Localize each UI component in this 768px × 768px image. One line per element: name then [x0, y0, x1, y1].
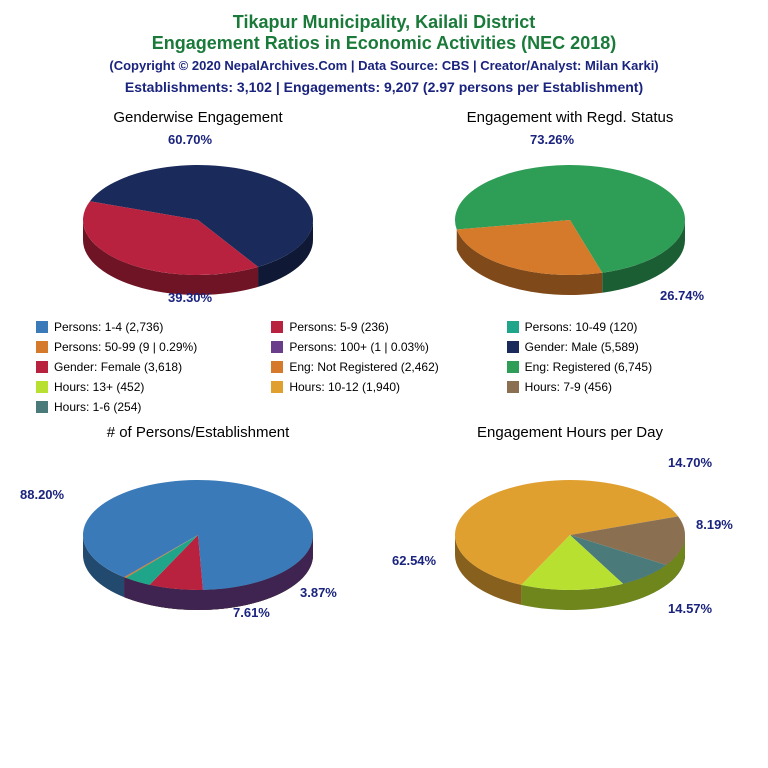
- legend-swatch: [36, 321, 48, 333]
- legend-swatch: [507, 341, 519, 353]
- legend-item: Persons: 1-4 (2,736): [36, 320, 261, 334]
- legend-item: Eng: Not Registered (2,462): [271, 360, 496, 374]
- legend-label: Eng: Registered (6,745): [525, 360, 652, 374]
- persons-pie: 88.20% 7.61% 3.87%: [18, 445, 378, 625]
- legend-swatch: [271, 341, 283, 353]
- legend-item: Hours: 10-12 (1,940): [271, 380, 496, 394]
- legend-label: Hours: 13+ (452): [54, 380, 144, 394]
- pie-slice-label: 3.87%: [300, 585, 337, 600]
- legend-label: Persons: 100+ (1 | 0.03%): [289, 340, 429, 354]
- legend-item: Persons: 50-99 (9 | 0.29%): [36, 340, 261, 354]
- gender-chart-title: Genderwise Engagement: [18, 109, 378, 126]
- legend-swatch: [271, 321, 283, 333]
- pie-slice-label: 88.20%: [20, 487, 64, 502]
- legend-item: Gender: Female (3,618): [36, 360, 261, 374]
- bottom-charts-row: # of Persons/Establishment 88.20% 7.61% 3.…: [12, 424, 756, 625]
- legend-swatch: [507, 361, 519, 373]
- legend-swatch: [36, 381, 48, 393]
- regd-chart-box: Engagement with Regd. Status 73.26% 26.74…: [390, 109, 750, 310]
- legend: Persons: 1-4 (2,736) Persons: 5-9 (236) Pe…: [12, 310, 756, 424]
- summary-line: Establishments: 3,102 | Engagements: 9,2…: [12, 79, 756, 95]
- regd-pie: 73.26% 26.74%: [390, 130, 750, 310]
- hours-chart-box: Engagement Hours per Day 62.54% 14.70% 8.1…: [390, 424, 750, 625]
- top-charts-row: Genderwise Engagement 60.70% 39.30% Engag…: [12, 109, 756, 310]
- pie-slice-label: 7.61%: [233, 605, 270, 620]
- title-line-2: Engagement Ratios in Economic Activities…: [12, 33, 756, 54]
- legend-label: Persons: 5-9 (236): [289, 320, 388, 334]
- copyright-line: (Copyright © 2020 NepalArchives.Com | Da…: [12, 58, 756, 73]
- legend-label: Persons: 10-49 (120): [525, 320, 638, 334]
- legend-item: Hours: 13+ (452): [36, 380, 261, 394]
- gender-pie: 60.70% 39.30%: [18, 130, 378, 310]
- legend-item: Hours: 1-6 (254): [36, 400, 261, 414]
- legend-label: Hours: 10-12 (1,940): [289, 380, 400, 394]
- legend-label: Persons: 1-4 (2,736): [54, 320, 163, 334]
- legend-swatch: [271, 361, 283, 373]
- title-line-1: Tikapur Municipality, Kailali District: [12, 12, 756, 33]
- pie-slice-label: 26.74%: [660, 288, 704, 303]
- legend-label: Gender: Male (5,589): [525, 340, 639, 354]
- pie-slice-label: 62.54%: [392, 553, 436, 568]
- legend-swatch: [36, 341, 48, 353]
- legend-label: Persons: 50-99 (9 | 0.29%): [54, 340, 197, 354]
- legend-item: Gender: Male (5,589): [507, 340, 732, 354]
- legend-label: Hours: 7-9 (456): [525, 380, 612, 394]
- legend-item: Eng: Registered (6,745): [507, 360, 732, 374]
- legend-swatch: [36, 401, 48, 413]
- legend-label: Eng: Not Registered (2,462): [289, 360, 438, 374]
- pie-slice-label: 60.70%: [168, 132, 212, 147]
- hours-pie: 62.54% 14.70% 8.19% 14.57%: [390, 445, 750, 625]
- legend-item: Persons: 100+ (1 | 0.03%): [271, 340, 496, 354]
- legend-label: Hours: 1-6 (254): [54, 400, 141, 414]
- legend-item: Hours: 7-9 (456): [507, 380, 732, 394]
- legend-item: Persons: 10-49 (120): [507, 320, 732, 334]
- legend-swatch: [507, 321, 519, 333]
- pie-slice-label: 14.57%: [668, 601, 712, 616]
- pie-slice-label: 39.30%: [168, 290, 212, 305]
- persons-chart-title: # of Persons/Establishment: [18, 424, 378, 441]
- gender-chart-box: Genderwise Engagement 60.70% 39.30%: [18, 109, 378, 310]
- legend-label: Gender: Female (3,618): [54, 360, 182, 374]
- hours-chart-title: Engagement Hours per Day: [390, 424, 750, 441]
- legend-item: Persons: 5-9 (236): [271, 320, 496, 334]
- pie-slice-label: 73.26%: [530, 132, 574, 147]
- pie-slice-label: 14.70%: [668, 455, 712, 470]
- legend-swatch: [271, 381, 283, 393]
- legend-swatch: [507, 381, 519, 393]
- legend-swatch: [36, 361, 48, 373]
- persons-chart-box: # of Persons/Establishment 88.20% 7.61% 3.…: [18, 424, 378, 625]
- pie-slice-label: 8.19%: [696, 517, 733, 532]
- regd-chart-title: Engagement with Regd. Status: [390, 109, 750, 126]
